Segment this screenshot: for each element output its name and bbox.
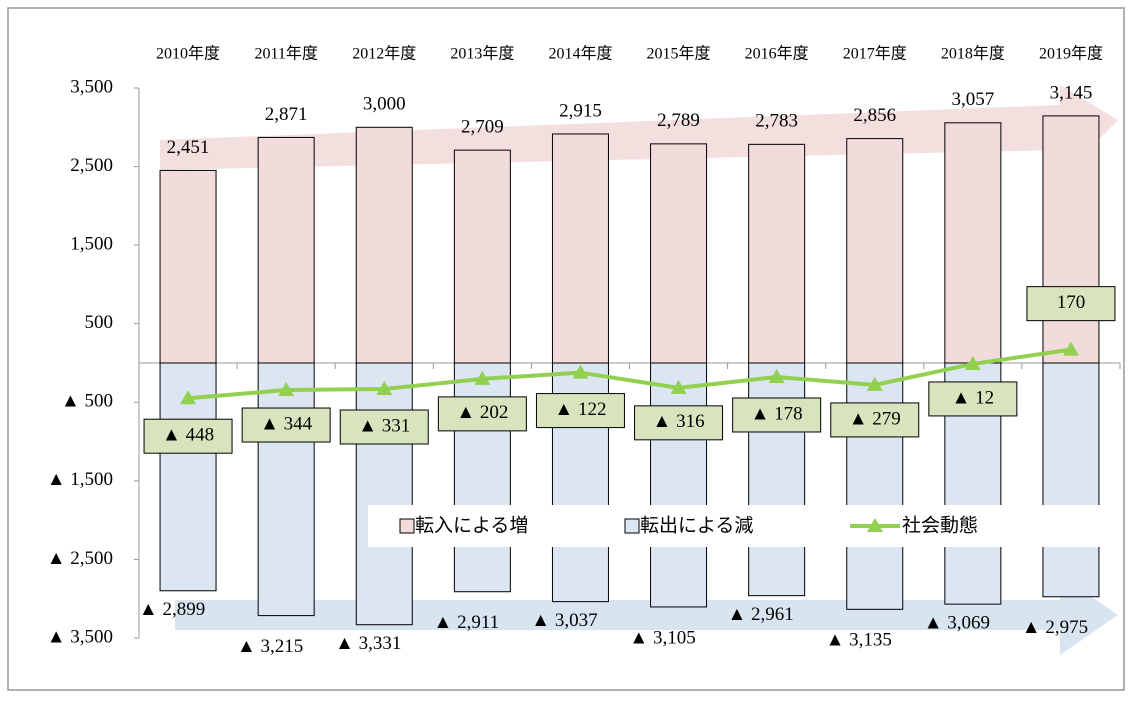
y-tick-label: ▲ 2,500 [47, 548, 113, 569]
down-arrow [175, 575, 1118, 655]
marker [572, 364, 589, 379]
bar [944, 122, 1002, 364]
y-tick-label: ▲ 3,500 [47, 626, 113, 647]
data-label: ▲ 12 [952, 387, 995, 408]
bar [257, 362, 315, 617]
x-tick-label: 2012年度 [352, 45, 416, 63]
data-label: 3,000 [363, 94, 406, 115]
label-box [634, 405, 724, 441]
bar [159, 169, 217, 364]
x-tick-label: 2013年度 [450, 45, 514, 63]
y-tick-label: ▲ 500 [61, 391, 113, 412]
bar [551, 133, 609, 364]
data-label: ▲ 331 [358, 415, 410, 436]
marker [278, 382, 295, 397]
x-tick-label: 2014年度 [548, 45, 612, 63]
marker [768, 368, 785, 383]
bar [748, 143, 806, 364]
legend-swatch [399, 518, 415, 534]
x-tick-label: 2010年度 [156, 45, 220, 63]
x-tick-label: 2015年度 [647, 45, 711, 63]
bar [1042, 362, 1100, 598]
data-label: ▲ 279 [849, 408, 901, 429]
label-box [535, 393, 625, 429]
data-label: 2,789 [657, 110, 700, 131]
data-label: ▲ 3,215 [237, 636, 303, 657]
y-tick-label: 3,500 [70, 76, 113, 97]
legend-label: 転入による増 [415, 515, 528, 537]
data-label: ▲ 3,331 [335, 633, 401, 654]
x-tick-label: 2016年度 [745, 45, 809, 63]
marker [376, 381, 393, 396]
y-tick-label: 2,500 [70, 155, 113, 176]
legend-label: 社会動態 [902, 515, 978, 537]
x-tick-label: 2011年度 [254, 45, 317, 63]
marker [474, 370, 491, 385]
data-label: ▲ 316 [653, 411, 705, 432]
marker [670, 379, 687, 394]
label-box [437, 396, 527, 432]
y-tick-label: ▲ 1,500 [47, 469, 113, 490]
data-label: ▲ 3,135 [826, 630, 892, 651]
bar [257, 136, 315, 364]
bar [846, 362, 904, 610]
legend-label: 転出による減 [640, 515, 753, 537]
legend-swatch [624, 518, 640, 534]
marker [866, 376, 883, 391]
data-label: ▲ 3,069 [924, 612, 990, 633]
label-box [143, 418, 233, 454]
label-box [830, 402, 920, 438]
y-tick-label: 1,500 [70, 234, 113, 255]
marker [180, 390, 197, 405]
data-label: ▲ 3,105 [629, 627, 695, 648]
bar [846, 138, 904, 364]
bar [453, 149, 511, 364]
marker [964, 355, 981, 370]
data-label: ▲ 122 [554, 399, 606, 420]
bar [650, 143, 708, 364]
x-tick-label: 2019年度 [1039, 45, 1103, 63]
data-label: ▲ 2,899 [139, 599, 205, 620]
data-label: 2,871 [265, 104, 308, 125]
data-label: ▲ 2,911 [434, 612, 500, 633]
data-label: ▲ 448 [162, 425, 214, 446]
data-label: ▲ 2,961 [727, 604, 793, 625]
data-label: 3,057 [951, 89, 994, 110]
marker [1062, 341, 1079, 356]
x-tick-label: 2018年度 [941, 45, 1005, 63]
data-label: ▲ 178 [751, 403, 803, 424]
data-label: ▲ 202 [456, 402, 508, 423]
label-box [339, 409, 429, 445]
data-label: ▲ 3,037 [531, 610, 597, 631]
y-tick-label: 500 [85, 312, 114, 333]
data-label: 2,783 [755, 111, 798, 132]
data-label: 3,145 [1050, 82, 1093, 103]
data-label: ▲ 344 [260, 413, 313, 434]
bar [1042, 115, 1100, 364]
data-label: 2,709 [461, 117, 504, 138]
label-box [928, 381, 1018, 417]
data-label: ▲ 2,975 [1022, 617, 1088, 638]
label-box [732, 397, 822, 433]
legend [368, 505, 1116, 547]
x-tick-label: 2017年度 [843, 45, 907, 63]
label-box [1026, 286, 1116, 322]
label-box [241, 407, 331, 443]
line [187, 347, 1072, 401]
data-label: 170 [1057, 292, 1086, 313]
data-label: 2,915 [559, 100, 602, 121]
legend-marker [867, 518, 883, 532]
data-label: 2,451 [167, 137, 210, 158]
bar [355, 362, 413, 626]
bar [355, 126, 413, 364]
bar [650, 362, 708, 608]
data-label: 2,856 [853, 105, 896, 126]
